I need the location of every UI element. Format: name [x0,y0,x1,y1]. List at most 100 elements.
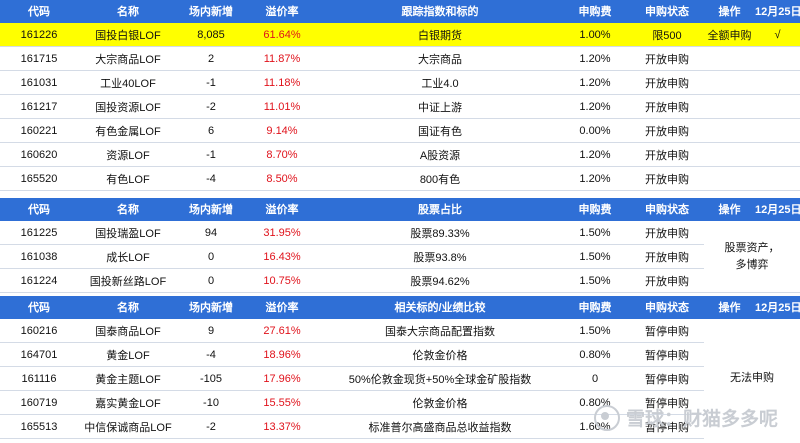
header-row: 代码 名称 场内新增 溢价率 相关标的/业绩比较 申购费 申购状态 操作 12月… [0,296,800,319]
watermark: 雪球：财猫多多呢 [593,404,778,431]
cell-track: 伦敦金价格 [320,342,560,367]
cell-op: 全额申购 [704,22,755,47]
cell-code: 161226 [0,22,78,47]
table-row: 161226 国投白银LOF 8,085 61.64% 白银期货 1.00% 限… [0,22,800,47]
col-header-date: 12月25日 [755,0,800,23]
cell-status: 开放申购 [630,166,704,191]
cell-add: 8,085 [178,22,244,47]
cell-add: -105 [178,366,244,391]
table-row: 160221 有色金属LOF 6 9.14% 国证有色 0.00% 开放申购 [0,118,800,143]
col-header-add: 场内新增 [178,296,244,319]
cell-premium: 16.43% [244,244,320,269]
col-header-date: 12月25日 [755,198,800,221]
col-header-name: 名称 [78,296,178,319]
cell-code: 161225 [0,220,78,245]
cell-add: -10 [178,390,244,415]
cell-name: 有色金属LOF [78,118,178,143]
table-row: 160620 资源LOF -1 8.70% A股资源 1.20% 开放申购 [0,142,800,167]
op-note-cell: 无法申购 [704,318,800,439]
cell-fee: 1.20% [560,142,630,167]
table-row: 161217 国投资源LOF -2 11.01% 中证上游 1.20% 开放申购 [0,94,800,119]
cell-status: 开放申购 [630,94,704,119]
cell-date-check [755,94,800,119]
table-row: 161225 国投瑞盈LOF 94 31.95% 股票89.33% 1.50% … [0,220,800,293]
table-row: 160719 嘉实黄金LOF -10 15.55% 伦敦金价格 0.80% 暂停… [0,390,800,415]
cell-track: 国证有色 [320,118,560,143]
cell-code: 161224 [0,268,78,293]
cell-track: 股票89.33% [320,220,560,245]
cell-track: 白银期货 [320,22,560,47]
cell-premium: 27.61% [244,318,320,343]
cell-code: 161038 [0,244,78,269]
cell-date-check [755,70,800,95]
cell-name: 有色LOF [78,166,178,191]
cell-track: 800有色 [320,166,560,191]
col-header-status: 申购状态 [630,198,704,221]
cell-name: 国投新丝路LOF [78,268,178,293]
cell-code: 161031 [0,70,78,95]
table-row: 161116 黄金主题LOF -105 17.96% 50%伦敦金现货+50%全… [0,366,800,391]
cell-status: 开放申购 [630,244,704,269]
table-row: 161031 工业40LOF -1 11.18% 工业4.0 1.20% 开放申… [0,70,800,95]
cell-status: 开放申购 [630,118,704,143]
cell-name: 大宗商品LOF [78,46,178,71]
cell-add: 0 [178,268,244,293]
cell-premium: 10.75% [244,268,320,293]
cell-op [704,46,755,71]
cell-premium: 13.37% [244,414,320,439]
col-header-premium: 溢价率 [244,198,320,221]
cell-name: 国投白银LOF [78,22,178,47]
cell-fee: 1.20% [560,46,630,71]
cell-code: 160620 [0,142,78,167]
col-header-code: 代码 [0,0,78,23]
col-header-premium: 溢价率 [244,296,320,319]
cell-track: 股票94.62% [320,268,560,293]
cell-add: -2 [178,94,244,119]
cell-status: 开放申购 [630,46,704,71]
col-header-name: 名称 [78,0,178,23]
cell-fee: 1.00% [560,22,630,47]
table-row: 161715 大宗商品LOF 2 11.87% 大宗商品 1.20% 开放申购 [0,46,800,71]
cell-status: 开放申购 [630,70,704,95]
cell-track: 伦敦金价格 [320,390,560,415]
cell-premium: 15.55% [244,390,320,415]
op-note: 无法申购 [730,372,774,385]
cell-name: 工业40LOF [78,70,178,95]
cell-fee: 1.50% [560,268,630,293]
col-header-date: 12月25日 [755,296,800,319]
cell-add: -1 [178,70,244,95]
cell-name: 国投瑞盈LOF [78,220,178,245]
col-header-op: 操作 [704,296,755,319]
cell-name: 嘉实黄金LOF [78,390,178,415]
cell-status: 开放申购 [630,220,704,245]
cell-code: 160216 [0,318,78,343]
cell-add: 0 [178,244,244,269]
table-row: 164701 黄金LOF -4 18.96% 伦敦金价格 0.80% 暂停申购 [0,342,800,367]
header-row: 代码 名称 场内新增 溢价率 股票占比 申购费 申购状态 操作 12月25日 [0,198,800,221]
cell-add: -1 [178,142,244,167]
cell-op [704,142,755,167]
cell-status: 开放申购 [630,142,704,167]
cell-track: A股资源 [320,142,560,167]
col-header-fee: 申购费 [560,296,630,319]
table-row: 165520 有色LOF -4 8.50% 800有色 1.20% 开放申购 [0,166,800,191]
cell-name: 中信保诚商品LOF [78,414,178,439]
cell-fee: 0.80% [560,342,630,367]
cell-name: 黄金LOF [78,342,178,367]
table-section-1: 代码 名称 场内新增 溢价率 跟踪指数和标的 申购费 申购状态 操作 12月25… [0,0,800,191]
xueqiu-logo-icon [593,404,620,431]
cell-fee: 0.00% [560,118,630,143]
cell-add: 94 [178,220,244,245]
cell-date-check [755,142,800,167]
cell-premium: 8.50% [244,166,320,191]
cell-op [704,166,755,191]
cell-code: 164701 [0,342,78,367]
cell-track: 国泰大宗商品配置指数 [320,318,560,343]
cell-premium: 11.18% [244,70,320,95]
cell-add: 9 [178,318,244,343]
cell-code: 160719 [0,390,78,415]
cell-code: 161116 [0,366,78,391]
cell-add: -4 [178,166,244,191]
col-header-add: 场内新增 [178,198,244,221]
col-header-name: 名称 [78,198,178,221]
